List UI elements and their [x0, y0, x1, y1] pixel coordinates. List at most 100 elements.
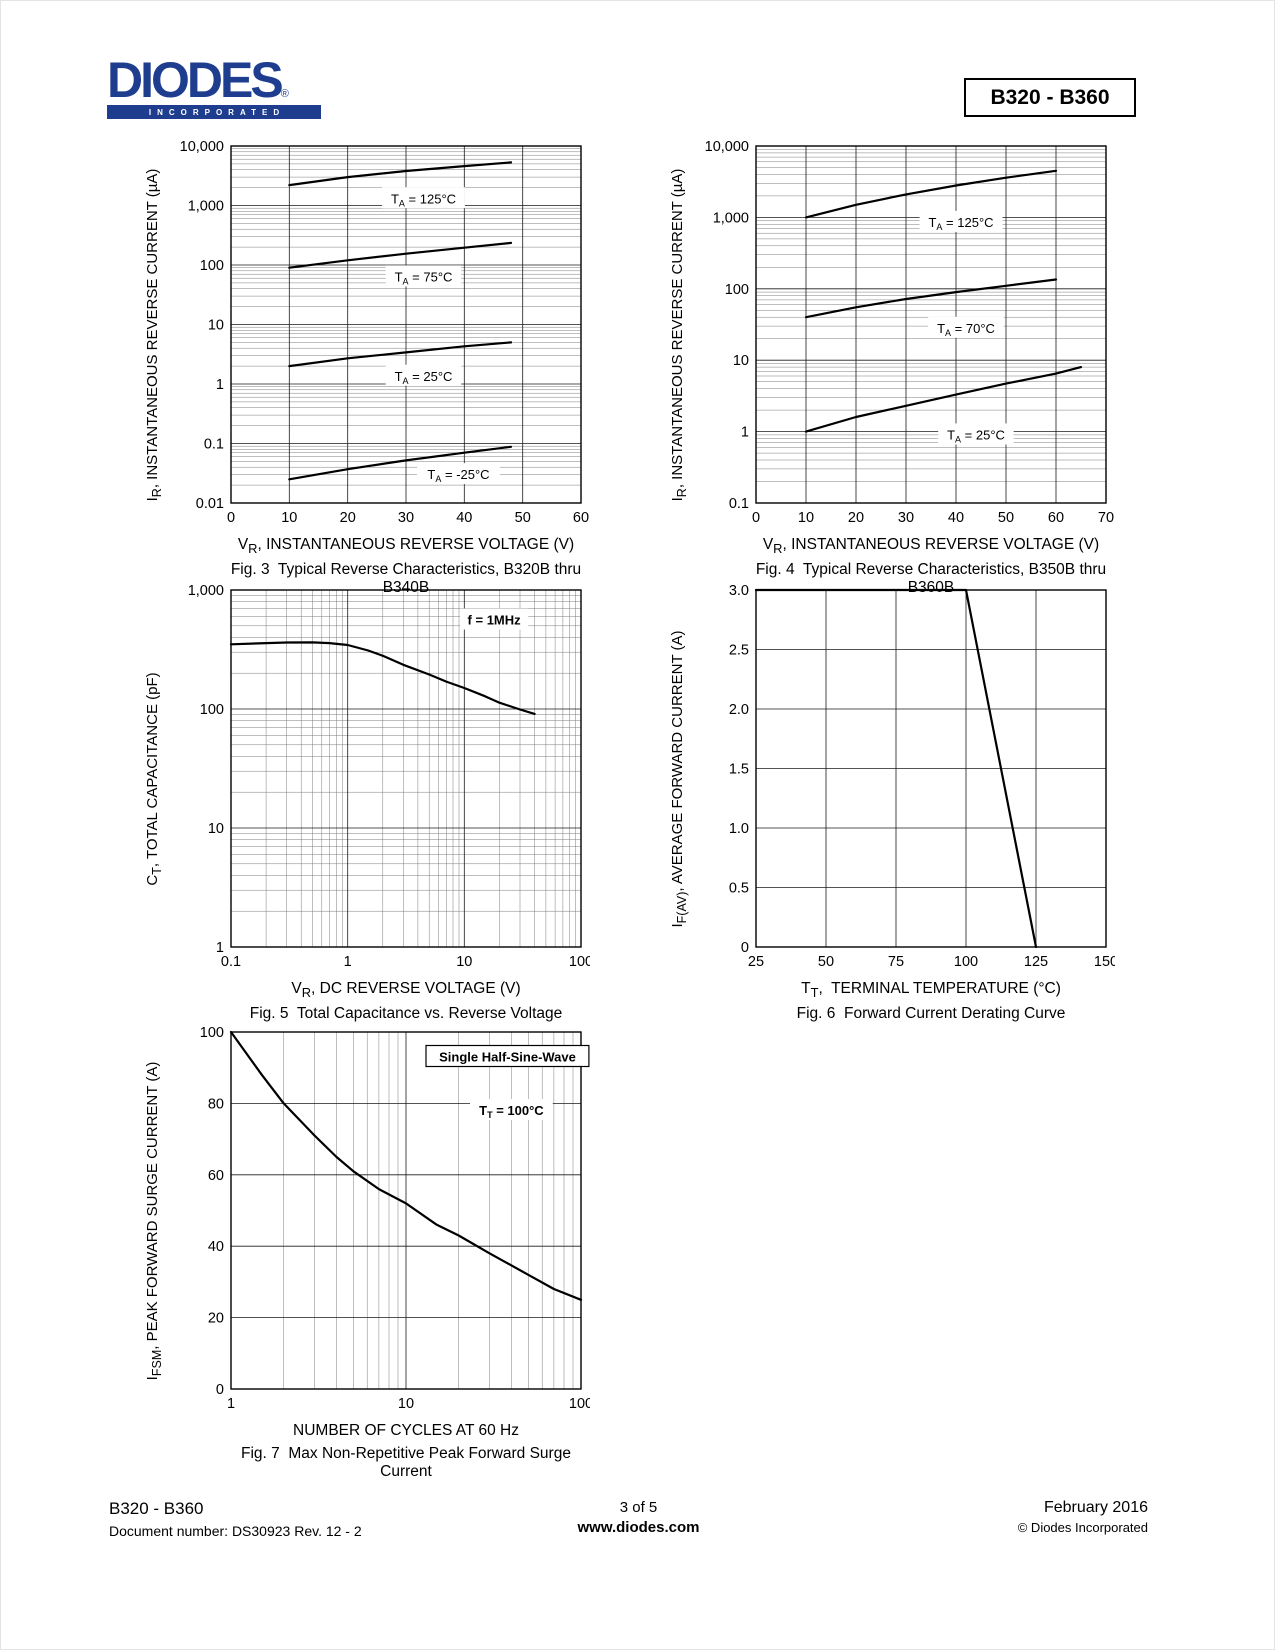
svg-text:1,000: 1,000	[188, 199, 224, 215]
fig5-x-axis-label: VR, DC REVERSE VOLTAGE (V)	[291, 980, 521, 1001]
footer-website-link[interactable]: www.diodes.com	[577, 1519, 700, 1536]
figure-6: IF(AV), AVERAGE FORWARD CURRENT (A) 25 50…	[664, 581, 1115, 1023]
svg-text:TA = 125°C: TA = 125°C	[928, 215, 993, 232]
svg-text:TA = 25°C: TA = 25°C	[395, 369, 453, 386]
diodes-logo: DIODES® INCORPORATED	[107, 55, 321, 119]
figure-3: IR, INSTANTANEOUS REVERSE CURRENT (µA) 0…	[139, 137, 590, 597]
svg-text:TT = 100°C: TT = 100°C	[479, 1103, 544, 1120]
svg-text:1,000: 1,000	[713, 210, 749, 226]
footer-right: February 2016 © Diodes Incorporated	[1018, 1499, 1148, 1535]
footer-date: February 2016	[1043, 1499, 1148, 1516]
svg-text:40: 40	[456, 510, 472, 526]
svg-text:1.5: 1.5	[729, 762, 749, 778]
svg-text:30: 30	[398, 510, 414, 526]
svg-text:100: 100	[569, 1396, 590, 1412]
part-number-text: B320 - B360	[990, 85, 1110, 109]
svg-text:10: 10	[733, 353, 749, 369]
svg-text:0: 0	[752, 510, 760, 526]
svg-text:20: 20	[848, 510, 864, 526]
svg-text:0.01: 0.01	[196, 496, 224, 512]
diodes-logo-bar: INCORPORATED	[107, 105, 321, 119]
svg-text:20: 20	[208, 1311, 224, 1327]
fig4-x-axis-label: VR, INSTANTANEOUS REVERSE VOLTAGE (V)	[762, 536, 1100, 557]
fig6-y-axis-label-wrap: IF(AV), AVERAGE FORWARD CURRENT (A)	[664, 581, 694, 977]
svg-text:100: 100	[725, 282, 749, 298]
svg-text:50: 50	[998, 510, 1014, 526]
footer-page-number: 3 of 5	[619, 1499, 658, 1516]
svg-text:0: 0	[216, 1382, 224, 1398]
footer-copyright: © Diodes Incorporated	[1017, 1520, 1148, 1535]
svg-text:1: 1	[227, 1396, 235, 1412]
svg-text:0.1: 0.1	[221, 954, 241, 970]
svg-text:10: 10	[281, 510, 297, 526]
svg-text:50: 50	[818, 954, 834, 970]
diodes-logo-wordmark: DIODES	[107, 52, 284, 108]
svg-text:10: 10	[798, 510, 814, 526]
figure-4: IR, INSTANTANEOUS REVERSE CURRENT (µA) 0…	[664, 137, 1115, 597]
svg-text:0.5: 0.5	[729, 881, 749, 897]
svg-text:1: 1	[741, 425, 749, 441]
footer-center: 3 of 5 www.diodes.com	[1, 1499, 1274, 1536]
svg-text:100: 100	[200, 258, 224, 274]
fig6-caption: Fig. 6 Forward Current Derating Curve	[796, 1005, 1066, 1023]
svg-text:Single Half-Sine-Wave: Single Half-Sine-Wave	[439, 1050, 576, 1065]
fig5-y-axis-label: CT, TOTAL CAPACITANCE (pF)	[144, 672, 164, 886]
svg-text:TA = -25°C: TA = -25°C	[427, 467, 489, 484]
svg-text:60: 60	[1048, 510, 1064, 526]
fig7-y-axis-label-wrap: IFSM, PEAK FORWARD SURGE CURRENT (A)	[139, 1023, 169, 1419]
svg-text:30: 30	[898, 510, 914, 526]
part-number-box: B320 - B360	[964, 78, 1136, 117]
svg-text:150: 150	[1094, 954, 1115, 970]
svg-text:40: 40	[208, 1239, 224, 1255]
fig4-caption: Fig. 4 Typical Reverse Characteristics, …	[755, 561, 1107, 597]
svg-text:10,000: 10,000	[180, 139, 224, 155]
svg-text:0.1: 0.1	[729, 496, 749, 512]
svg-text:TA = 70°C: TA = 70°C	[937, 321, 995, 338]
svg-text:3.0: 3.0	[729, 583, 749, 599]
svg-text:1.0: 1.0	[729, 821, 749, 837]
fig6-y-axis-label: IF(AV), AVERAGE FORWARD CURRENT (A)	[669, 630, 689, 928]
diodes-logo-tagline: INCORPORATED	[148, 107, 286, 117]
svg-text:10: 10	[208, 318, 224, 334]
svg-text:1,000: 1,000	[188, 583, 224, 599]
svg-text:40: 40	[948, 510, 964, 526]
svg-text:1: 1	[216, 940, 224, 956]
svg-text:60: 60	[573, 510, 589, 526]
fig7-caption: Fig. 7 Max Non-Repetitive Peak Forward S…	[241, 1445, 571, 1480]
svg-text:25: 25	[748, 954, 764, 970]
fig6-x-axis-label: TT, TERMINAL TEMPERATURE (°C)	[801, 980, 1061, 1001]
svg-text:100: 100	[569, 954, 590, 970]
svg-text:60: 60	[208, 1168, 224, 1184]
svg-text:2.5: 2.5	[729, 643, 749, 659]
fig4-y-axis-label-wrap: IR, INSTANTANEOUS REVERSE CURRENT (µA)	[664, 137, 694, 533]
svg-text:1: 1	[216, 377, 224, 393]
svg-text:10,000: 10,000	[705, 139, 749, 155]
svg-text:10: 10	[398, 1396, 414, 1412]
figure-5: CT, TOTAL CAPACITANCE (pF) 0.11101001101…	[139, 581, 590, 1023]
svg-text:100: 100	[954, 954, 978, 970]
fig5-y-axis-label-wrap: CT, TOTAL CAPACITANCE (pF)	[139, 581, 169, 977]
svg-text:0: 0	[741, 940, 749, 956]
svg-text:TA = 75°C: TA = 75°C	[395, 270, 453, 287]
footer-document-number: Document number: DS30923 Rev. 12 - 2	[109, 1523, 362, 1539]
diodes-logo-text: DIODES®	[107, 55, 321, 105]
svg-text:100: 100	[200, 1025, 224, 1041]
svg-text:10: 10	[208, 821, 224, 837]
fig3-x-axis-label: VR, INSTANTANEOUS REVERSE VOLTAGE (V)	[237, 536, 575, 557]
svg-text:0.1: 0.1	[204, 437, 224, 453]
fig3-y-axis-label: IR, INSTANTANEOUS REVERSE CURRENT (µA)	[144, 168, 164, 502]
fig7-x-axis-label: NUMBER OF CYCLES AT 60 Hz	[293, 1422, 519, 1439]
fig5-caption: Fig. 5 Total Capacitance vs. Reverse Vol…	[249, 1005, 563, 1023]
footer-part-number: B320 - B360	[109, 1499, 204, 1518]
svg-text:50: 50	[515, 510, 531, 526]
svg-text:TA = 125°C: TA = 125°C	[391, 191, 456, 208]
fig4-y-axis-label: IR, INSTANTANEOUS REVERSE CURRENT (µA)	[669, 168, 689, 502]
svg-text:f = 1MHz: f = 1MHz	[468, 613, 522, 628]
svg-text:100: 100	[200, 702, 224, 718]
fig7-y-axis-label: IFSM, PEAK FORWARD SURGE CURRENT (A)	[144, 1061, 164, 1381]
svg-text:80: 80	[208, 1096, 224, 1112]
svg-text:0: 0	[227, 510, 235, 526]
svg-text:75: 75	[888, 954, 904, 970]
svg-text:1: 1	[344, 954, 352, 970]
